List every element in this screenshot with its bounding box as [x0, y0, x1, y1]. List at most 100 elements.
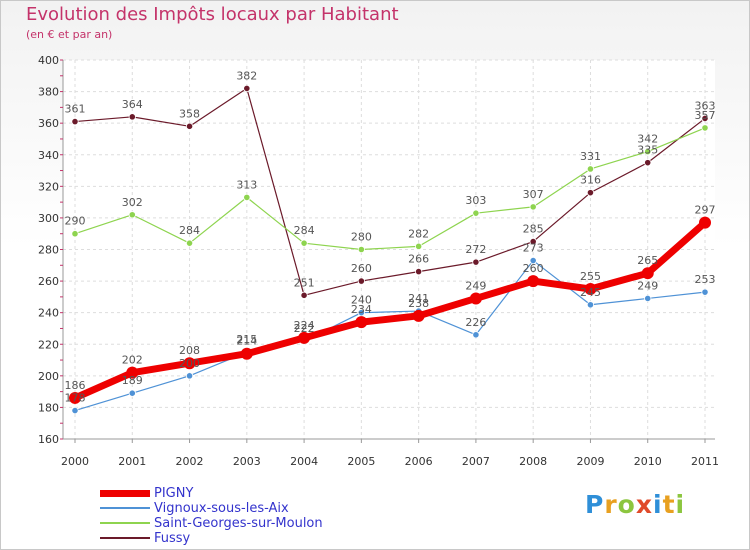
data-label: 357 [695, 109, 716, 122]
data-label: 307 [523, 188, 544, 201]
legend-label: PIGNY [154, 485, 194, 501]
logo-letter: i [653, 490, 663, 519]
data-label: 255 [580, 270, 601, 283]
legend-swatch [100, 507, 150, 509]
legend-item: Saint-Georges-sur-Moulon [100, 515, 323, 531]
data-label: 251 [294, 276, 315, 289]
data-point [298, 331, 311, 344]
data-label: 285 [523, 223, 544, 236]
data-label: 208 [179, 344, 200, 357]
data-point [69, 391, 81, 404]
data-point [128, 113, 136, 121]
data-point [357, 309, 365, 317]
legend-label: Fussy [154, 530, 191, 546]
data-label: 222 [294, 322, 315, 335]
y-tick-label: 160 [38, 433, 59, 446]
data-point [357, 277, 365, 285]
series-line-pigny [71, 219, 709, 402]
data-label: 266 [408, 253, 429, 266]
data-point [586, 301, 595, 309]
data-label: 224 [294, 319, 315, 332]
data-point [699, 216, 711, 229]
data-label: 316 [580, 174, 601, 187]
data-label: 226 [465, 316, 486, 329]
data-label: 186 [65, 379, 86, 392]
x-tick-label: 2000 [61, 455, 89, 468]
legend-label: Vignoux-sous-les-Aix [154, 500, 289, 516]
data-point [243, 193, 251, 201]
data-point [357, 245, 365, 254]
data-point [644, 294, 652, 303]
data-label: 284 [179, 224, 200, 237]
data-point [529, 256, 537, 265]
x-tick-label: 2011 [691, 455, 719, 468]
data-point [355, 316, 368, 329]
data-point [412, 309, 425, 322]
x-tick-label: 2003 [233, 455, 261, 468]
y-tick-label: 320 [38, 180, 59, 193]
data-label: 253 [695, 273, 716, 286]
data-point [644, 147, 652, 156]
data-point [701, 124, 709, 132]
data-label: 245 [580, 286, 601, 299]
y-tick-label: 300 [38, 212, 59, 225]
data-label: 290 [65, 215, 86, 228]
series-line-fussy [74, 87, 706, 296]
y-tick-label: 180 [38, 401, 59, 414]
legend-swatch [100, 537, 150, 539]
data-label: 178 [65, 392, 86, 405]
data-label: 202 [122, 354, 143, 367]
data-label: 249 [465, 279, 486, 292]
y-tick-label: 200 [38, 370, 59, 383]
data-point [415, 242, 423, 250]
y-tick-label: 360 [38, 117, 59, 130]
data-point [472, 209, 480, 217]
y-tick-label: 380 [38, 86, 59, 99]
data-label: 265 [637, 254, 658, 267]
data-label: 358 [179, 107, 200, 120]
data-point [71, 230, 79, 238]
x-tick-label: 2007 [462, 455, 490, 468]
data-label: 238 [408, 297, 429, 310]
data-label: 335 [637, 144, 658, 157]
data-label: 361 [65, 103, 86, 116]
data-label: 280 [351, 231, 372, 244]
series-line-saint-georges-sur-moulon [74, 127, 706, 251]
data-label: 249 [637, 279, 658, 292]
data-point [644, 159, 652, 167]
data-label: 297 [695, 204, 716, 217]
logo-letter: r [604, 490, 618, 519]
data-point [701, 114, 709, 123]
logo-letter: i [675, 490, 686, 519]
data-point [71, 117, 79, 126]
data-point [529, 203, 537, 211]
legend-swatch [100, 489, 150, 497]
data-point [71, 406, 79, 415]
x-tick-label: 2002 [176, 455, 204, 468]
data-label: 303 [465, 194, 486, 207]
y-tick-label: 240 [38, 307, 59, 320]
x-tick-label: 2004 [290, 455, 318, 468]
legend-item: Vignoux-sous-les-Aix [100, 500, 289, 516]
data-label: 234 [351, 303, 372, 316]
y-tick-label: 220 [38, 338, 59, 351]
data-point [183, 357, 196, 370]
data-label: 240 [351, 294, 372, 307]
data-point [527, 275, 540, 288]
legend-swatch [100, 522, 150, 524]
y-tick-label: 340 [38, 149, 59, 162]
legend-label: Saint-Georges-sur-Moulon [154, 515, 323, 531]
data-point [243, 84, 251, 93]
data-point [185, 372, 194, 380]
data-point [300, 291, 308, 299]
data-label: 241 [408, 292, 429, 305]
chart-title: Evolution des Impôts locaux par Habitant [26, 4, 399, 25]
data-label: 273 [523, 242, 544, 255]
data-label: 282 [408, 227, 429, 240]
data-point [529, 238, 537, 246]
data-point [641, 267, 654, 280]
series-line-vignoux-sous-les-aix [74, 259, 706, 412]
data-label: 260 [523, 262, 544, 275]
data-label: 284 [294, 224, 315, 237]
logo-letter: o [617, 490, 636, 519]
